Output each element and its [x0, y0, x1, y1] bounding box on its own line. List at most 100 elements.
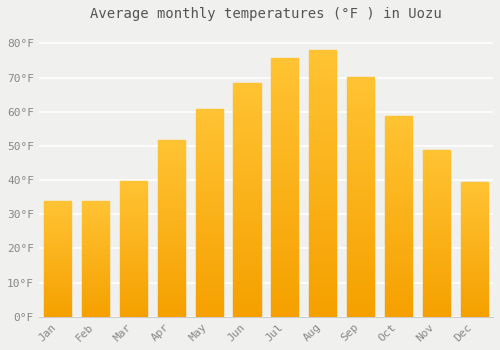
- Bar: [158, 285, 185, 289]
- Bar: [120, 222, 147, 225]
- Bar: [309, 279, 336, 285]
- Bar: [120, 192, 147, 195]
- Bar: [82, 261, 109, 263]
- Bar: [44, 261, 72, 264]
- Bar: [460, 209, 488, 212]
- Bar: [385, 168, 412, 172]
- Bar: [271, 188, 298, 193]
- Bar: [158, 190, 185, 193]
- Bar: [385, 244, 412, 248]
- Bar: [385, 260, 412, 265]
- Bar: [460, 293, 488, 295]
- Bar: [44, 206, 72, 208]
- Bar: [422, 190, 450, 194]
- Bar: [120, 290, 147, 292]
- Bar: [44, 315, 72, 317]
- Bar: [422, 253, 450, 257]
- Bar: [44, 245, 72, 247]
- Bar: [422, 187, 450, 190]
- Bar: [309, 146, 336, 151]
- Bar: [158, 155, 185, 158]
- Bar: [44, 266, 72, 268]
- Bar: [385, 268, 412, 273]
- Bar: [271, 68, 298, 74]
- Bar: [347, 144, 374, 149]
- Bar: [234, 172, 260, 176]
- Bar: [309, 125, 336, 130]
- Bar: [120, 265, 147, 268]
- Bar: [44, 222, 72, 224]
- Bar: [82, 259, 109, 261]
- Bar: [234, 228, 260, 233]
- Bar: [271, 151, 298, 156]
- Bar: [309, 253, 336, 258]
- Bar: [234, 247, 260, 251]
- Bar: [44, 208, 72, 210]
- Bar: [44, 247, 72, 250]
- Bar: [82, 229, 109, 231]
- Bar: [234, 167, 260, 172]
- Bar: [309, 285, 336, 290]
- Bar: [347, 235, 374, 240]
- Bar: [234, 102, 260, 106]
- Bar: [158, 281, 185, 285]
- Bar: [158, 274, 185, 278]
- Bar: [158, 260, 185, 264]
- Bar: [460, 252, 488, 255]
- Bar: [385, 140, 412, 144]
- Bar: [82, 266, 109, 268]
- Bar: [385, 265, 412, 268]
- Bar: [120, 254, 147, 257]
- Bar: [385, 180, 412, 184]
- Bar: [385, 220, 412, 224]
- Bar: [385, 200, 412, 204]
- Bar: [422, 164, 450, 167]
- Bar: [385, 212, 412, 216]
- Bar: [347, 173, 374, 178]
- Bar: [120, 298, 147, 301]
- Bar: [460, 282, 488, 285]
- Bar: [120, 312, 147, 314]
- Bar: [196, 300, 223, 304]
- Bar: [234, 200, 260, 205]
- Bar: [309, 306, 336, 312]
- Bar: [460, 276, 488, 279]
- Bar: [271, 301, 298, 307]
- Bar: [82, 233, 109, 236]
- Bar: [234, 106, 260, 111]
- Bar: [158, 225, 185, 229]
- Bar: [460, 241, 488, 244]
- Bar: [347, 221, 374, 226]
- Bar: [460, 196, 488, 198]
- Bar: [196, 180, 223, 184]
- Bar: [385, 301, 412, 305]
- Bar: [347, 230, 374, 235]
- Bar: [196, 134, 223, 138]
- Bar: [196, 296, 223, 300]
- Bar: [271, 208, 298, 213]
- Bar: [271, 198, 298, 203]
- Bar: [385, 156, 412, 160]
- Bar: [234, 158, 260, 162]
- Bar: [82, 275, 109, 277]
- Bar: [82, 310, 109, 312]
- Bar: [158, 271, 185, 274]
- Bar: [422, 257, 450, 260]
- Bar: [309, 141, 336, 146]
- Bar: [196, 209, 223, 213]
- Bar: [44, 254, 72, 257]
- Bar: [460, 271, 488, 274]
- Bar: [385, 196, 412, 200]
- Bar: [158, 313, 185, 317]
- Bar: [347, 125, 374, 130]
- Bar: [44, 220, 72, 222]
- Bar: [385, 120, 412, 124]
- Bar: [309, 92, 336, 98]
- Bar: [309, 290, 336, 295]
- Bar: [120, 236, 147, 238]
- Bar: [460, 231, 488, 233]
- Bar: [120, 303, 147, 306]
- Bar: [158, 172, 185, 176]
- Bar: [82, 303, 109, 305]
- Bar: [196, 288, 223, 292]
